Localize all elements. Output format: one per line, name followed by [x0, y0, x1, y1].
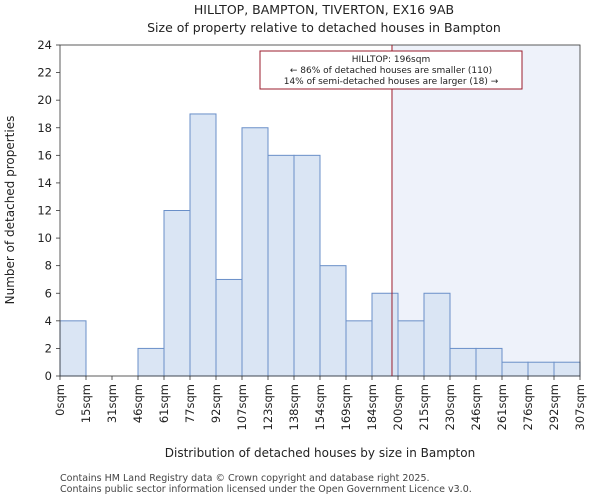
- bar-92sqm: [215, 278, 243, 377]
- bar-46sqm: [137, 347, 165, 377]
- x-tick-label: 61sqm: [157, 384, 171, 423]
- x-tick-label: 31sqm: [105, 384, 119, 423]
- y-tick-label: 12: [37, 204, 52, 218]
- bars-group: [59, 113, 581, 377]
- x-tick-label: 92sqm: [209, 384, 223, 423]
- bar-77sqm: [189, 113, 217, 377]
- bar-154sqm: [319, 265, 347, 377]
- footer-line1: Contains HM Land Registry data © Crown c…: [60, 473, 430, 484]
- x-axis-label: Distribution of detached houses by size …: [165, 446, 475, 460]
- x-tick-label: 138sqm: [287, 384, 301, 430]
- y-tick-label: 16: [37, 148, 52, 162]
- bar-230sqm: [449, 347, 477, 377]
- annotation-line3: 14% of semi-detached houses are larger (…: [284, 77, 499, 87]
- x-tick-label: 276sqm: [521, 384, 535, 430]
- y-tick-label: 0: [45, 369, 52, 383]
- bar-276sqm: [527, 361, 555, 377]
- x-tick-label: 154sqm: [313, 384, 327, 430]
- y-tick-label: 2: [45, 341, 52, 355]
- annotation-line1: HILLTOP: 196sqm: [352, 55, 430, 65]
- bar-169sqm: [345, 320, 373, 377]
- x-tick-label: 230sqm: [443, 384, 457, 430]
- y-tick-label: 22: [37, 66, 52, 80]
- annotation-box: [259, 50, 523, 90]
- x-tick-label: 123sqm: [261, 384, 275, 430]
- x-tick-label: 246sqm: [469, 384, 483, 430]
- bar-215sqm: [423, 292, 451, 377]
- footer-line2: Contains public sector information licen…: [60, 484, 472, 495]
- x-axis-ticks: 0sqm 15sqm 31sqm 46sqm 61sqm 77sqm 92sqm 107sqm…: [53, 376, 587, 430]
- y-tick-label: 24: [37, 38, 52, 52]
- y-tick-label: 10: [37, 231, 52, 245]
- y-tick-label: 20: [37, 93, 52, 107]
- bar-292sqm: [553, 361, 581, 377]
- x-tick-label: 0sqm: [53, 384, 67, 416]
- x-tick-label: 107sqm: [235, 384, 249, 430]
- x-tick-label: 307sqm: [573, 384, 587, 430]
- x-tick-label: 77sqm: [183, 384, 197, 423]
- chart-subtitle: Size of property relative to detached ho…: [147, 20, 501, 35]
- annotation-line2: ← 86% of detached houses are smaller (11…: [290, 66, 492, 76]
- bar-0sqm: [59, 320, 87, 377]
- plot-frame: [59, 44, 581, 377]
- y-tick-label: 8: [45, 259, 52, 273]
- bar-123sqm: [267, 154, 295, 377]
- y-tick-label: 18: [37, 121, 52, 135]
- x-tick-label: 184sqm: [365, 384, 379, 430]
- chart-title: HILLTOP, BAMPTON, TIVERTON, EX16 9AB: [194, 2, 454, 17]
- x-tick-label: 215sqm: [417, 384, 431, 430]
- bar-61sqm: [163, 210, 191, 377]
- x-tick-label: 15sqm: [79, 384, 93, 423]
- bar-184sqm: [371, 292, 399, 377]
- bar-200sqm: [397, 320, 425, 377]
- y-tick-label: 4: [45, 314, 52, 328]
- bar-261sqm: [501, 361, 529, 377]
- y-axis-label: Number of detached properties: [3, 116, 17, 305]
- bar-107sqm: [241, 127, 269, 377]
- y-tick-label: 14: [37, 176, 52, 190]
- x-tick-label: 46sqm: [131, 384, 145, 423]
- y-tick-label: 6: [45, 286, 52, 300]
- x-tick-label: 200sqm: [391, 384, 405, 430]
- bar-138sqm: [293, 154, 321, 377]
- x-tick-label: 169sqm: [339, 384, 353, 430]
- x-tick-label: 261sqm: [495, 384, 509, 430]
- bar-246sqm: [475, 347, 503, 377]
- x-tick-label: 292sqm: [547, 384, 561, 430]
